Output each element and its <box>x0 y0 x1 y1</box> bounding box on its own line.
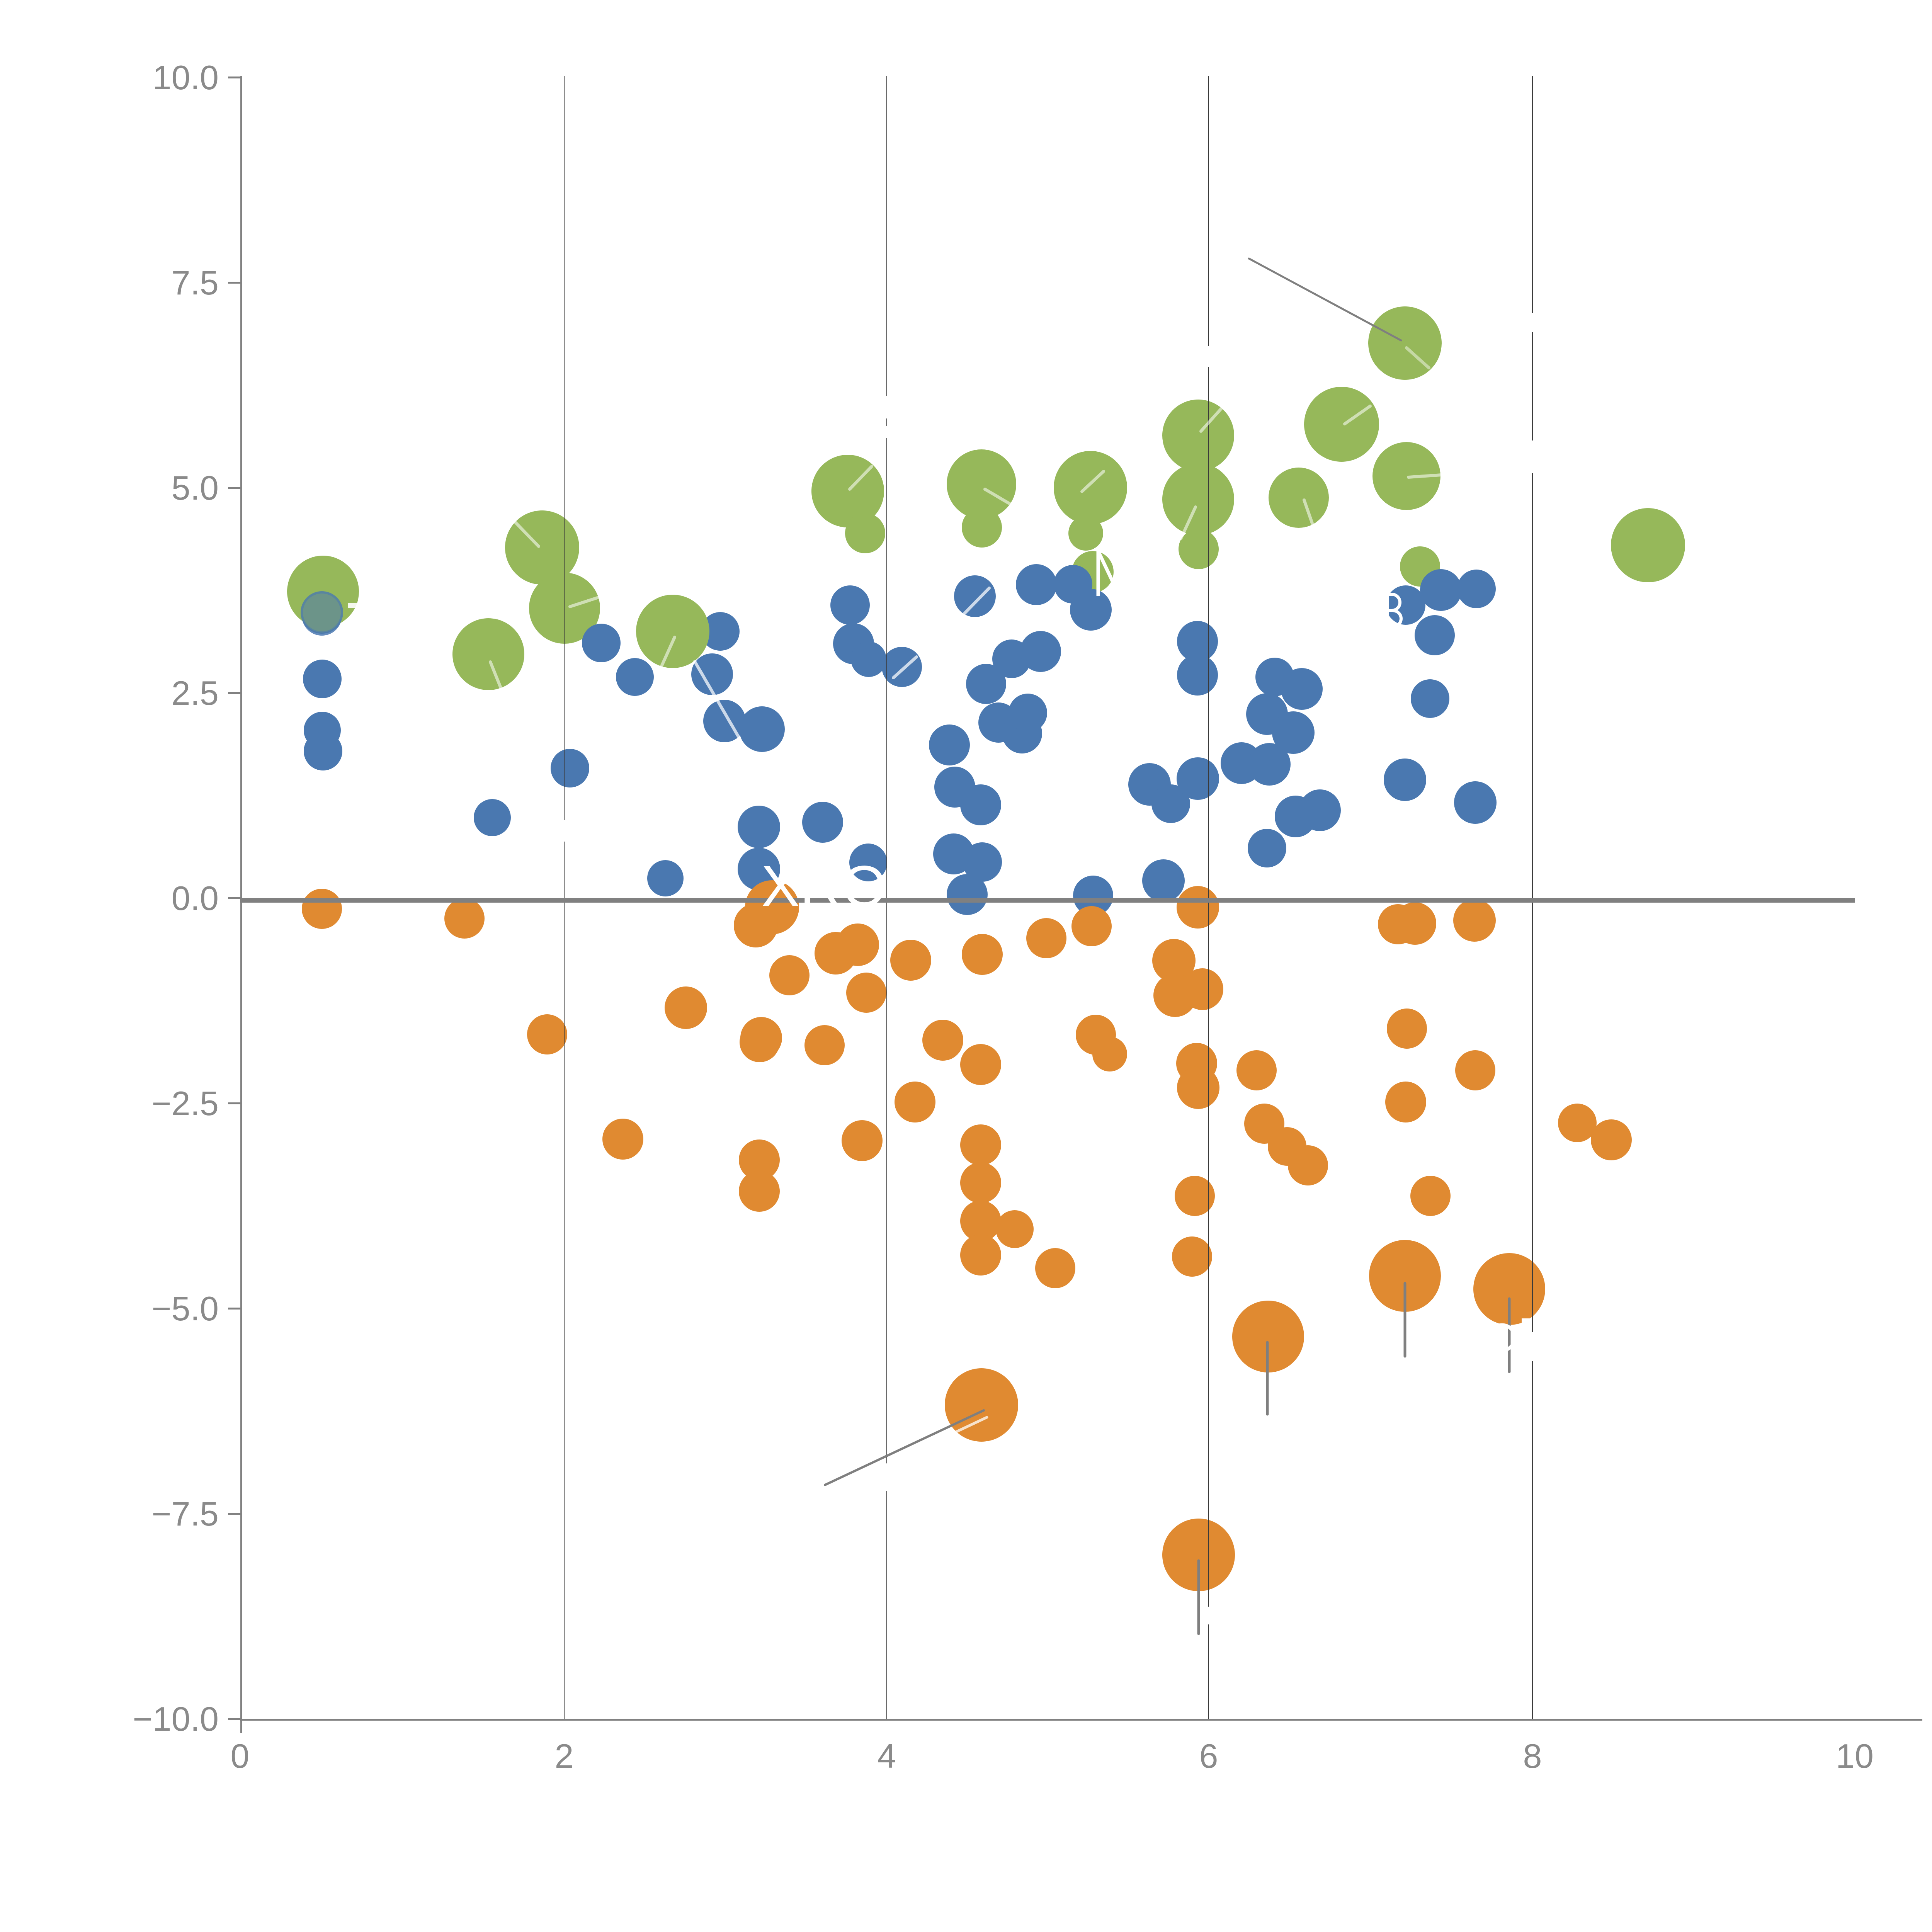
svg-text:−7.5: −7.5 <box>151 1495 219 1533</box>
svg-text:−10.0: −10.0 <box>133 1700 219 1738</box>
svg-text:6: 6 <box>1199 1737 1218 1775</box>
svg-text:4: 4 <box>878 1737 896 1775</box>
svg-text:0.0: 0.0 <box>172 879 219 917</box>
svg-text:2: 2 <box>555 1737 574 1775</box>
svg-text:7.5: 7.5 <box>172 264 219 302</box>
svg-text:5.0: 5.0 <box>172 469 219 507</box>
svg-text:8: 8 <box>1523 1737 1542 1775</box>
svg-text:XRO: XRO <box>761 854 887 918</box>
svg-text:10: 10 <box>1836 1737 1874 1775</box>
svg-text:0: 0 <box>231 1737 250 1775</box>
svg-text:−5.0: −5.0 <box>151 1289 219 1328</box>
svg-text:2.5: 2.5 <box>172 674 219 712</box>
svg-text:−2.5: −2.5 <box>151 1084 219 1122</box>
svg-text:10.0: 10.0 <box>153 58 219 97</box>
